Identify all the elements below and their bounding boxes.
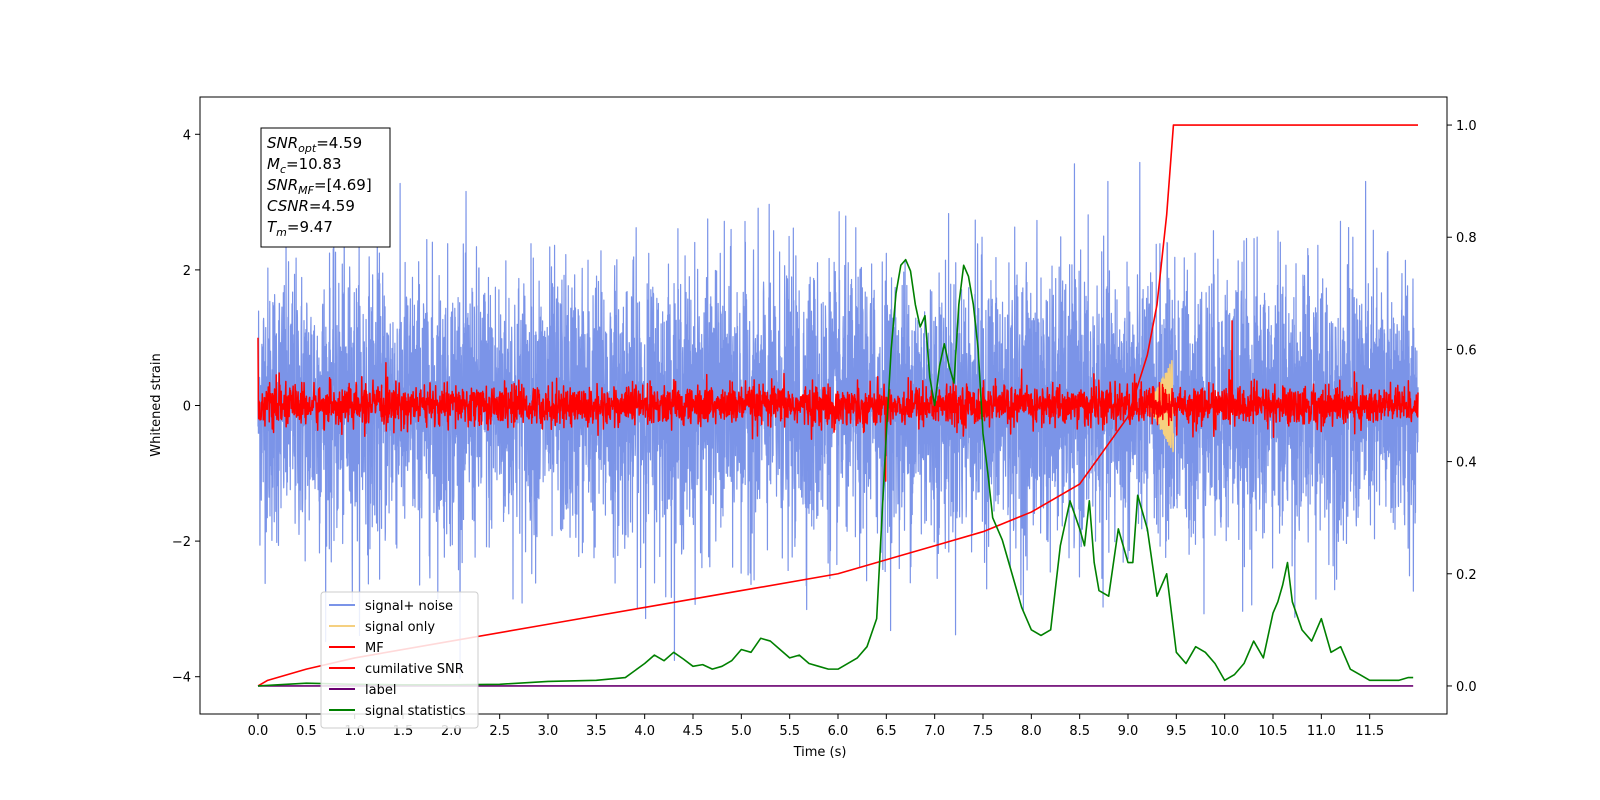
annotation-line: SNRopt=4.59 — [267, 134, 362, 155]
x-tick-label: 0.0 — [248, 724, 269, 739]
series-mf — [257, 320, 1419, 482]
x-tick-label: 3.0 — [538, 724, 559, 739]
annotation-frame — [260, 127, 391, 248]
x-tick-label: 2.5 — [489, 724, 510, 739]
annotation-line: CSNR=4.59 — [267, 197, 355, 215]
y-tick-label-right: 0.0 — [1456, 680, 1477, 695]
y-tick-label-left: 2 — [183, 264, 191, 279]
annotation-line: Mc=10.83 — [267, 155, 342, 176]
x-axis-label: Time (s) — [793, 745, 847, 760]
legend-label: label — [365, 683, 396, 698]
x-tick-label: 5.5 — [779, 724, 800, 739]
x-tick-label: 9.5 — [1166, 724, 1187, 739]
y-tick-label-left: 0 — [183, 400, 191, 415]
series-signal-statistics — [257, 258, 1414, 687]
x-tick-label: 7.5 — [973, 724, 994, 739]
x-tick-label: 8.0 — [1021, 724, 1042, 739]
x-tick-label: 6.5 — [876, 724, 897, 739]
x-tick-label: 3.5 — [586, 724, 607, 739]
x-tick-label: 10.0 — [1210, 724, 1239, 739]
x-tick-label: 11.5 — [1355, 724, 1384, 739]
legend-frame — [320, 591, 479, 729]
legend-label: signal statistics — [365, 704, 466, 719]
y-tick-label-right: 1.0 — [1456, 119, 1477, 134]
y-tick-label-left: 4 — [183, 128, 191, 143]
y-tick-label-left: −4 — [172, 671, 191, 686]
stats-annotation-box: SNRopt=4.59Mc=10.83SNRMF=[4.69]CSNR=4.59… — [260, 127, 391, 248]
x-tick-label: 10.5 — [1259, 724, 1288, 739]
x-tick-label: 6.0 — [828, 724, 849, 739]
legend-label: cumilative SNR — [365, 662, 464, 677]
y-tick-label-right: 0.8 — [1456, 231, 1477, 246]
legend-label: signal only — [365, 620, 435, 635]
legend-label: MF — [365, 641, 384, 656]
y-tick-label-right: 0.4 — [1456, 456, 1477, 471]
x-tick-label: 7.0 — [924, 724, 945, 739]
x-tick-label: 0.5 — [296, 724, 317, 739]
x-tick-label: 8.5 — [1069, 724, 1090, 739]
x-tick-label: 4.0 — [634, 724, 655, 739]
x-tick-label: 5.0 — [731, 724, 752, 739]
x-tick-label: 11.0 — [1307, 724, 1336, 739]
y-tick-label-left: −2 — [172, 535, 191, 550]
y-tick-label-right: 0.6 — [1456, 343, 1477, 358]
x-tick-label: 9.0 — [1118, 724, 1139, 739]
x-tick-label: 4.5 — [683, 724, 704, 739]
y-axis-label: Whitened strain — [149, 353, 164, 456]
legend-label: signal+ noise — [365, 599, 453, 614]
annotation-line: SNRMF=[4.69] — [267, 176, 372, 197]
annotation-line: Tm=9.47 — [267, 218, 333, 239]
y-tick-label-right: 0.2 — [1456, 568, 1477, 583]
legend: signal+ noise signal only MF cumilative SNR… — [320, 591, 479, 729]
